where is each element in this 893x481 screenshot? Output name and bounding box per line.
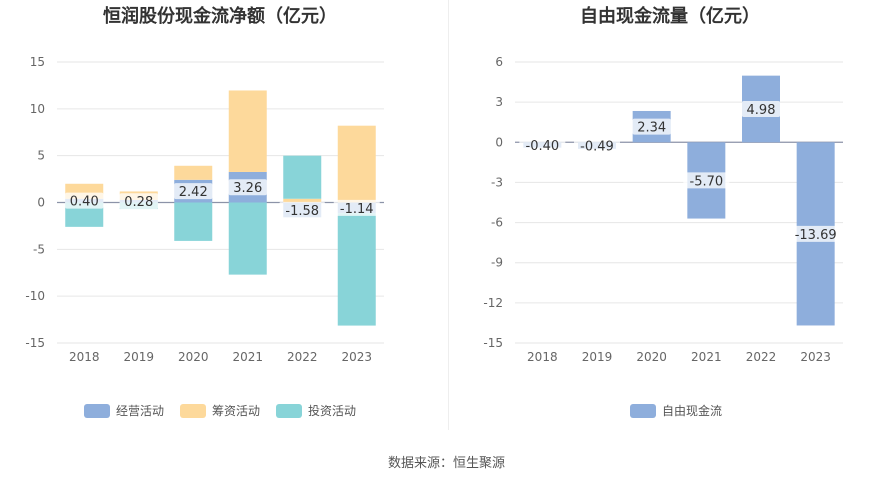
legend-swatch [180,403,207,418]
data-label-bg [279,201,326,218]
panel-divider [448,0,449,430]
data-label-bg [65,192,104,209]
data-label: 0.40 [70,195,99,210]
x-tick-label: 2021 [232,350,263,364]
chart2-title: 自由现金流量（亿元） [580,6,760,27]
data-label: -1.58 [285,204,319,219]
data-label-bg [519,136,566,153]
data-source: 数据来源：恒生聚源 [387,456,505,471]
bar-financing [228,90,267,172]
legend-swatch [84,403,110,418]
bar-financing [283,198,322,203]
data-label-bg [574,137,620,154]
data-label: 2.34 [637,121,666,136]
bar-investing [228,202,267,275]
y-tick-label: -9 [491,256,503,270]
y-tick-label: 0 [37,196,45,210]
chart1-legend: 经营活动 筹资活动 投资活动 [84,402,372,419]
bar-investing [337,213,376,326]
data-label: -5.70 [690,174,724,189]
legend-operating[interactable]: 经营活动 [84,402,164,419]
y-tick-label: -10 [25,289,45,303]
bar-free-cashflow [742,75,780,143]
y-tick-label: 0 [495,135,503,149]
legend-label: 经营活动 [116,404,165,418]
bar-investing [283,155,322,199]
y-tick-label: 10 [30,102,45,116]
bar-free-cashflow [578,142,616,149]
bar-financing [337,125,376,203]
data-label: 0.28 [124,195,153,210]
bar-free-cashflow [632,110,671,143]
bar-financing [174,165,213,180]
x-tick-label: 2018 [69,350,100,364]
legend-label: 自由现金流 [662,404,723,418]
x-tick-label: 2018 [527,350,558,364]
bar-free-cashflow [523,142,562,148]
data-label-bg [788,225,843,242]
x-tick-label: 2020 [636,350,667,364]
y-tick-label: -12 [483,296,503,310]
data-label: -13.69 [795,228,837,243]
y-tick-label: -6 [491,216,503,230]
y-tick-label: 3 [495,95,503,109]
data-label-bg [228,179,267,196]
x-tick-label: 2023 [341,350,372,364]
legend-swatch [276,403,303,418]
y-tick-label: -3 [491,175,503,189]
y-tick-label: 5 [37,149,45,163]
data-label-bg [174,183,213,200]
x-tick-label: 2019 [123,350,154,364]
data-label-bg [632,118,671,135]
bar-investing [174,202,213,241]
data-label-bg [333,199,380,216]
data-label-bg [683,172,730,189]
chart2-legend: 自由现金流 [630,402,738,419]
legend-free-cashflow[interactable]: 自由现金流 [630,402,722,419]
data-label: -0.40 [526,139,560,154]
y-tick-label: 15 [30,55,45,69]
cashflow-chart: 15 10 5 0 -5 -10 -15 2018 2019 2020 2021 2022 2023 0.… [25,55,384,364]
data-label-bg [119,193,158,210]
x-tick-label: 2021 [691,350,722,364]
data-label-bg [741,100,781,117]
data-label: -0.49 [580,140,614,155]
chart1-title: 恒润股份现金流净额（亿元） [103,6,337,27]
data-label: -1.14 [340,202,374,217]
legend-label: 投资活动 [308,404,357,418]
x-tick-label: 2019 [582,350,613,364]
bar-free-cashflow [796,142,835,326]
data-label: 4.98 [747,103,776,118]
legend-financing[interactable]: 筹资活动 [180,402,260,419]
data-label: 2.42 [179,185,208,200]
x-tick-label: 2020 [178,350,209,364]
y-tick-label: -15 [25,336,45,350]
y-tick-label: 6 [495,55,503,69]
x-tick-label: 2023 [800,350,831,364]
x-tick-label: 2022 [746,350,777,364]
legend-label: 筹资活动 [212,404,261,418]
y-tick-label: -15 [483,336,503,350]
legend-swatch [630,403,656,418]
data-label: 3.26 [233,181,262,196]
bar-free-cashflow [687,142,726,219]
x-tick-label: 2022 [287,350,318,364]
y-tick-label: -5 [33,242,45,256]
legend-investing[interactable]: 投资活动 [276,402,356,419]
